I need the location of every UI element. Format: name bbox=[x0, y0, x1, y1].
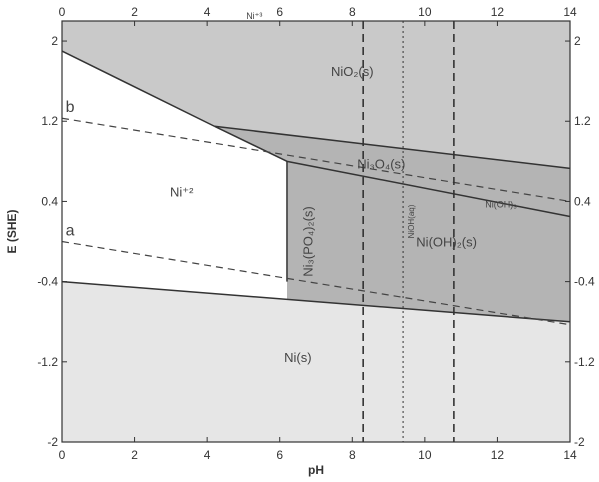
water-stability-lines bbox=[61, 117, 571, 326]
x-tick-label-top: 10 bbox=[418, 5, 432, 19]
x-axis-title: pH bbox=[308, 463, 324, 477]
x-tick-label: 14 bbox=[563, 448, 577, 462]
y-tick-label-right: 1.2 bbox=[574, 114, 591, 128]
x-tick-label-top: 14 bbox=[563, 5, 577, 19]
region-label: Ni₃(PO₄)₂(s) bbox=[300, 206, 315, 277]
water-line-b bbox=[61, 117, 571, 203]
y-tick-label: 1.2 bbox=[41, 114, 58, 128]
region-labels: NiO₂(s) Ni₃O₄(s) Ni(OH)₃ Ni(OH)₂(s) Ni₃(PO₄)… bbox=[66, 11, 518, 365]
region-label: NiOH(aq) bbox=[407, 204, 416, 238]
region-label: Ni(OH)₂(s) bbox=[416, 235, 477, 250]
x-tick-label-top: 2 bbox=[131, 5, 138, 19]
x-tick-label-top: 6 bbox=[276, 5, 283, 19]
x-tick-label-top: 8 bbox=[349, 5, 356, 19]
water-line-label: b bbox=[66, 99, 75, 116]
water-line-a bbox=[61, 240, 571, 326]
y-tick-label-right: 0.4 bbox=[574, 194, 591, 208]
y-tick-label: 2 bbox=[51, 34, 58, 48]
y-tick-label-right: -2 bbox=[574, 435, 585, 449]
y-tick-label: -0.4 bbox=[37, 275, 58, 289]
x-tick-label: 4 bbox=[204, 448, 211, 462]
x-tick-label: 10 bbox=[418, 448, 432, 462]
y-tick-label-right: -1.2 bbox=[574, 355, 595, 369]
boundary-lines bbox=[61, 50, 571, 323]
x-tick-label-top: 0 bbox=[59, 5, 66, 19]
y-tick-label: 0.4 bbox=[41, 194, 58, 208]
water-line-label: a bbox=[66, 223, 75, 240]
region-oxide bbox=[62, 21, 570, 169]
y-tick-label-right: 2 bbox=[574, 34, 581, 48]
region-label: Ni(OH)₃ bbox=[485, 199, 517, 209]
x-tick-label-top: 12 bbox=[491, 5, 505, 19]
region-hydroxide bbox=[214, 126, 570, 322]
region-label: NiO₂(s) bbox=[331, 64, 374, 79]
region-label: Ni(s) bbox=[284, 350, 311, 365]
region-ni-solid bbox=[62, 281, 570, 442]
x-tick-label-top: 4 bbox=[204, 5, 211, 19]
x-tick-label: 2 bbox=[131, 448, 138, 462]
y-axis-title: E (SHE) bbox=[5, 209, 19, 253]
boundary-line-2 bbox=[214, 125, 571, 170]
region-label: Ni₃O₄(s) bbox=[357, 156, 405, 171]
axis-ticks: 0 0 2 2 4 4 6 6 8 8 10 10 12 12 14 14 2 2 1.2 1.2 0.4 0.4 -0.4… bbox=[37, 5, 595, 462]
boundary-line-1 bbox=[61, 50, 215, 127]
x-tick-label: 12 bbox=[491, 448, 505, 462]
x-tick-label: 6 bbox=[276, 448, 283, 462]
boundary-line-3 bbox=[214, 125, 288, 163]
vertical-dashed-lines bbox=[362, 21, 455, 442]
y-tick-label-right: -0.4 bbox=[574, 275, 595, 289]
region-label: Ni⁺³ bbox=[246, 11, 262, 21]
x-tick-label: 8 bbox=[349, 448, 356, 462]
boundary-line-0 bbox=[61, 280, 571, 323]
y-tick-label: -1.2 bbox=[37, 355, 58, 369]
x-tick-label: 0 bbox=[59, 448, 66, 462]
y-tick-label: -2 bbox=[47, 435, 58, 449]
region-label: Ni⁺² bbox=[170, 184, 194, 199]
boundary-line-4 bbox=[286, 160, 571, 218]
plot-frame bbox=[61, 20, 571, 443]
